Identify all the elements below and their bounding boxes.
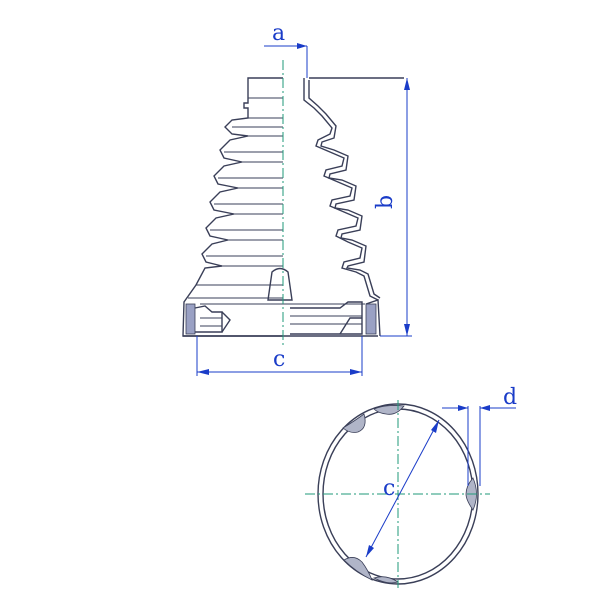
bellows-left-outline: [182, 77, 283, 337]
dimension-c-ring: c: [365, 419, 440, 558]
label-a: a: [272, 21, 285, 46]
label-c-ring: c: [383, 476, 395, 501]
collar-tab: [267, 267, 293, 301]
dimension-a: a: [264, 21, 308, 78]
dimension-b: b: [373, 78, 412, 337]
lobe-bottom-left: [343, 557, 373, 581]
dimension-c-side: c: [196, 336, 363, 376]
lobe-top-left: [342, 413, 366, 433]
clamp-left: [185, 303, 231, 335]
dimension-d: d: [442, 385, 517, 486]
bellows-left-ribs: [188, 97, 283, 299]
boot-side-view: [182, 60, 404, 345]
label-c-side: c: [273, 347, 285, 372]
bellows-right-section-outer: [303, 78, 379, 301]
clamp-right: [290, 299, 381, 337]
lobe-top: [373, 405, 405, 415]
bellows-right-section-inner: [308, 80, 381, 299]
lobe-bottom: [372, 576, 399, 584]
label-d: d: [503, 385, 517, 410]
label-b: b: [373, 195, 398, 209]
boot-end-view: [305, 400, 490, 588]
